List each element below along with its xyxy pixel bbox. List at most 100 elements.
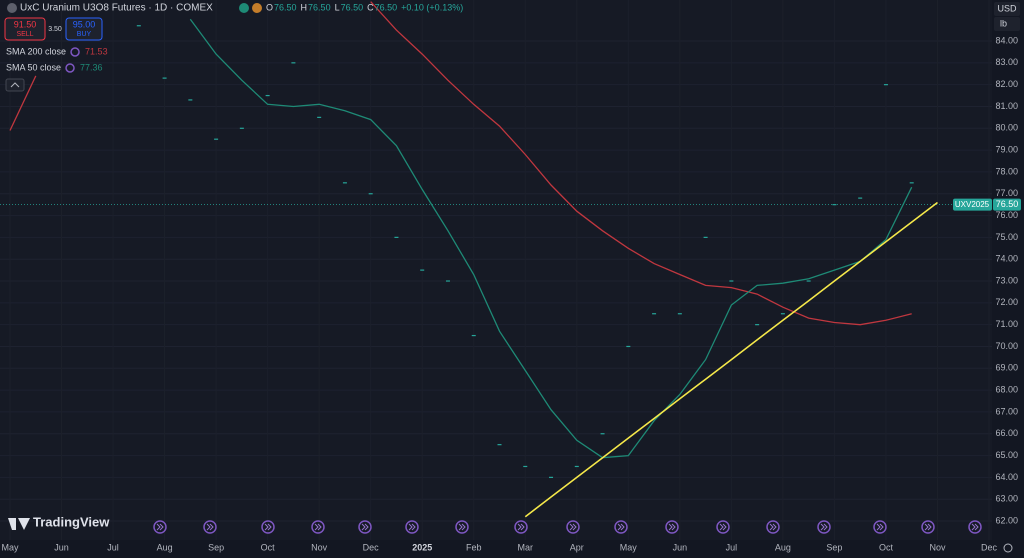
collapse-button[interactable] [5,78,25,92]
y-tick-label: 74.00 [995,254,1018,264]
price-dot [883,84,888,86]
price-dot [523,465,528,468]
replay-arrow [458,523,466,531]
plot [0,1,992,522]
x-tick-label: Nov [929,542,946,552]
replay-arrow [876,523,884,531]
replay-icon [566,520,580,534]
price-tag-value: 76.50 [996,199,1019,209]
y-tick-label: 79.00 [995,144,1018,154]
replay-arrow [408,523,416,531]
replay-arrow [569,523,577,531]
replay-arrow [156,523,164,531]
quote: O 76.50 H 76.50 L 76.50 C 76.50 +0.10 (+0.13%) [266,2,463,12]
legend-icon [65,63,75,73]
y-tick-label: 67.00 [995,406,1018,416]
replay-arrow [924,523,932,531]
price-dot [600,433,605,435]
price-dot [806,280,811,282]
time-axis [0,540,1024,558]
unit-button[interactable] [994,17,1020,31]
price-tag-value-box [993,198,1021,211]
price-dot [291,62,296,64]
replay-icon [405,520,419,534]
replay-arrow [264,523,272,531]
replay-arrow [971,523,979,531]
x-tick-label: Jul [726,542,738,552]
replay-icon [153,520,167,534]
quote-change: +0.10 (+0.13%) [401,2,463,12]
y-tick-label: 73.00 [995,275,1018,285]
y-tick-label: 76.00 [995,210,1018,220]
price-dot [703,236,708,238]
sma-line [9,75,37,131]
x-tick-label: Dec [363,542,380,552]
legend-name: SMA 200 close [6,46,66,56]
buy-price: 95.00 [73,19,96,29]
x-tick-label: May [1,542,19,552]
price-dot [445,280,450,282]
price-dot [214,138,219,140]
x-tick-label: Nov [311,542,328,552]
quote-key: O [266,2,273,12]
x-tick-label: Sep [826,542,842,552]
price-dot [162,77,167,79]
x-tick-label: Jun [673,542,688,552]
replay-arrow [517,523,525,531]
price-dot [780,313,785,315]
replay-arrow [719,523,727,531]
brand-logo [8,518,30,530]
x-tick-label: Jun [54,542,69,552]
price-dot [677,313,682,315]
spread: 3.50 [48,26,62,33]
legend-value: 71.53 [85,46,108,56]
replay-icon [968,520,982,534]
replay-icon [716,520,730,534]
y-tick-label: 64.00 [995,472,1018,482]
settings-icon[interactable] [1003,543,1013,553]
replay-arrow [361,523,369,531]
x-tick-label: Aug [775,542,791,552]
price-tag-label: UXV2025 [955,200,990,209]
collapse-icon [10,82,20,88]
y-tick-label: 65.00 [995,450,1018,460]
y-tick-label: 77.00 [995,188,1018,198]
chart-title: UxC Uranium U3O8 Futures · 1D · COMEX [20,3,213,14]
symbol-icon [7,3,17,13]
x-tick-label: Jul [107,542,119,552]
currency-button[interactable] [994,2,1020,16]
x-tick-label: Mar [518,542,534,552]
price-dot [626,345,631,348]
price-dot [136,25,141,27]
price-dot [368,193,373,195]
buy-button[interactable] [65,17,103,41]
replay-icon [766,520,780,534]
y-tick-label: 81.00 [995,101,1018,111]
status-dot [239,3,249,13]
y-tick-label: 71.00 [995,319,1018,329]
brand: TradingView [33,514,110,529]
price-dot [239,127,244,129]
y-tick-label: 62.00 [995,515,1018,525]
quote-key: C [367,2,374,12]
replay-arrow [617,523,625,531]
replay-arrow [206,523,214,531]
replay-arrow [769,523,777,531]
y-tick-label: 72.00 [995,297,1018,307]
y-tick-label: 69.00 [995,363,1018,373]
y-tick-label: 78.00 [995,166,1018,176]
y-tick-label: 63.00 [995,494,1018,504]
quote-key: H [301,2,308,12]
price-dot [317,116,322,118]
price-dot [471,334,476,337]
status-dot [252,3,262,13]
y-tick-label: 66.00 [995,428,1018,438]
x-tick-label: 2025 [412,542,432,552]
y-tick-label: 68.00 [995,384,1018,394]
sell-button[interactable] [4,17,46,41]
quote-key: L [335,2,340,12]
replay-icon [455,520,469,534]
replay-icon [203,520,217,534]
